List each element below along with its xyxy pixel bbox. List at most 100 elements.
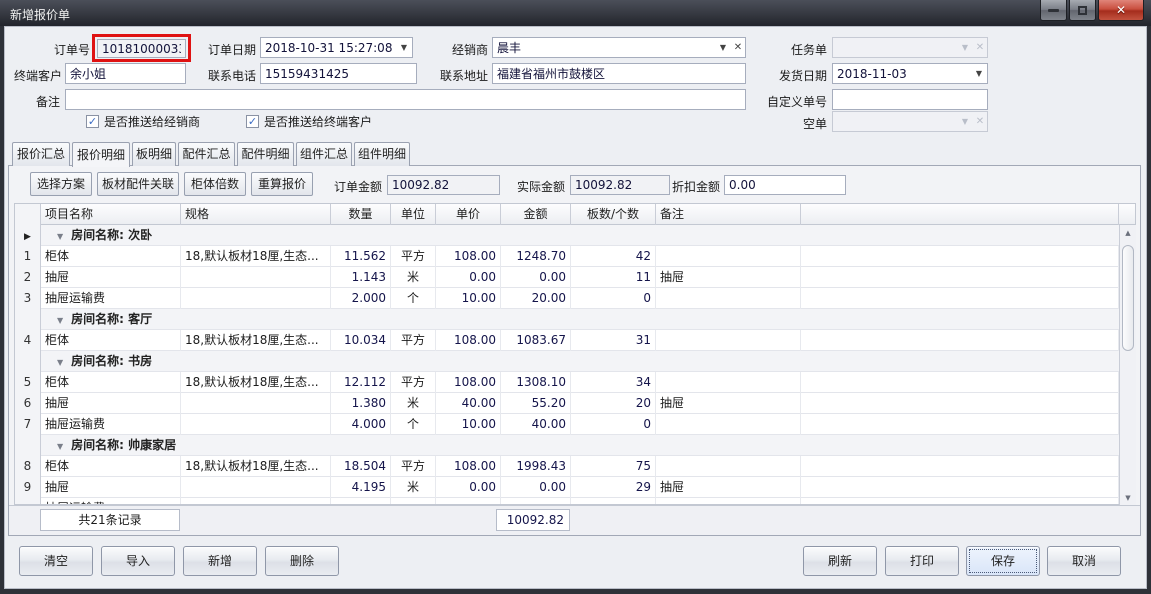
- cell-spec: 18,默认板材18厘,生态...: [181, 372, 331, 393]
- group-label-cell: ▼ 房间名称: 客厅: [41, 309, 1119, 330]
- cell-count: 11: [571, 267, 656, 288]
- col-spec[interactable]: 规格: [181, 204, 331, 225]
- tab-accessory-summary[interactable]: 配件汇总: [178, 142, 235, 166]
- collapse-icon[interactable]: ▼: [57, 316, 64, 325]
- tab-component-summary[interactable]: 组件汇总: [296, 142, 352, 166]
- ship-date-label: 发货日期: [778, 69, 827, 83]
- cell-amount: 1998.43: [501, 456, 571, 477]
- board-accessory-link-button[interactable]: 板材配件关联: [97, 172, 179, 196]
- col-amount[interactable]: 金额: [501, 204, 571, 225]
- table-row[interactable]: 抽屉运输费: [15, 498, 1135, 504]
- group-row[interactable]: ▶ ▼ 房间名称: 次卧: [15, 225, 1135, 246]
- chevron-down-icon[interactable]: ▼: [719, 43, 727, 52]
- table-row[interactable]: 1 柜体 18,默认板材18厘,生态... 11.562 平方 108.00 1…: [15, 246, 1135, 267]
- delete-button[interactable]: 删除: [265, 546, 339, 576]
- table-row[interactable]: 3 抽屉运输费 2.000 个 10.00 20.00 0: [15, 288, 1135, 309]
- contact-phone-input[interactable]: [260, 63, 417, 84]
- cell-spec: [181, 414, 331, 435]
- actual-amount-input[interactable]: [570, 175, 670, 195]
- table-row[interactable]: 2 抽屉 1.143 米 0.00 0.00 11 抽屉: [15, 267, 1135, 288]
- table-row[interactable]: 6 抽屉 1.380 米 40.00 55.20 20 抽屉: [15, 393, 1135, 414]
- end-customer-input[interactable]: [65, 63, 186, 84]
- row-indicator-cell: ▶: [15, 225, 41, 246]
- chevron-down-icon[interactable]: ▼: [975, 69, 983, 78]
- cancel-button[interactable]: 取消: [1047, 546, 1121, 576]
- group-row[interactable]: ▼ 房间名称: 客厅: [15, 309, 1135, 330]
- tab-quote-detail[interactable]: 报价明细: [72, 142, 130, 167]
- cell-filler: [801, 330, 1119, 351]
- row-number: 1: [15, 246, 41, 267]
- cell-item-name: 抽屉运输费: [41, 414, 181, 435]
- collapse-icon[interactable]: ▼: [57, 442, 64, 451]
- clear-icon[interactable]: ✕: [733, 42, 743, 53]
- record-count: 共21条记录: [40, 509, 180, 531]
- cell-amount: 20.00: [501, 288, 571, 309]
- scroll-up-icon[interactable]: ▲: [1125, 229, 1131, 237]
- custom-no-input[interactable]: [832, 89, 988, 110]
- refresh-button[interactable]: 刷新: [803, 546, 877, 576]
- clear-button[interactable]: 清空: [19, 546, 93, 576]
- cell-item-name: 抽屉运输费: [41, 288, 181, 309]
- table-row[interactable]: 5 柜体 18,默认板材18厘,生态... 12.112 平方 108.00 1…: [15, 372, 1135, 393]
- cell-price: 10.00: [436, 288, 501, 309]
- cell-filler: [801, 246, 1119, 267]
- scrollbar-thumb[interactable]: [1122, 245, 1134, 351]
- collapse-icon[interactable]: ▼: [57, 232, 64, 241]
- table-row[interactable]: 4 柜体 18,默认板材18厘,生态... 10.034 平方 108.00 1…: [15, 330, 1135, 351]
- collapse-icon[interactable]: ▼: [57, 358, 64, 367]
- row-number: 6: [15, 393, 41, 414]
- row-number: 8: [15, 456, 41, 477]
- remarks-input[interactable]: [65, 89, 746, 110]
- order-date-combo[interactable]: 2018-10-31 15:27:08 ▼: [260, 37, 413, 58]
- remarks-label: 备注: [35, 95, 60, 109]
- discount-amount-input[interactable]: [724, 175, 846, 195]
- tab-accessory-detail[interactable]: 配件明细: [237, 142, 294, 166]
- cell-spec: 18,默认板材18厘,生态...: [181, 246, 331, 267]
- minimize-button[interactable]: [1040, 0, 1067, 21]
- cell-filler: [801, 267, 1119, 288]
- col-item-name[interactable]: 项目名称: [41, 204, 181, 225]
- print-button[interactable]: 打印: [885, 546, 959, 576]
- cell-spec: [181, 267, 331, 288]
- cell-item-name: 抽屉: [41, 393, 181, 414]
- table-row[interactable]: 7 抽屉运输费 4.000 个 10.00 40.00 0: [15, 414, 1135, 435]
- window-title: 新增报价单: [10, 8, 71, 22]
- push-to-dealer-checkbox[interactable]: ✓ 是否推送给经销商: [86, 113, 200, 130]
- order-amount-input[interactable]: [387, 175, 500, 195]
- cell-amount: 55.20: [501, 393, 571, 414]
- quote-detail-grid: 项目名称 规格 数量 单位 单价 金额 板数/个数 备注 ▶ ▼ 房间名称: 次卧…: [14, 203, 1136, 506]
- col-price[interactable]: 单价: [436, 204, 501, 225]
- col-qty[interactable]: 数量: [331, 204, 391, 225]
- push-to-dealer-label: 是否推送给经销商: [104, 115, 201, 129]
- cabinet-multiple-button[interactable]: 柜体倍数: [184, 172, 246, 196]
- maximize-button[interactable]: [1069, 0, 1096, 21]
- col-count[interactable]: 板数/个数: [571, 204, 656, 225]
- cell-filler: [801, 288, 1119, 309]
- vertical-scrollbar[interactable]: ▲ ▼: [1119, 225, 1136, 506]
- tab-board-detail[interactable]: 板明细: [132, 142, 176, 166]
- tab-component-detail[interactable]: 组件明细: [354, 142, 410, 166]
- import-button[interactable]: 导入: [101, 546, 175, 576]
- close-button[interactable]: ✕: [1098, 0, 1144, 21]
- save-button[interactable]: 保存: [966, 546, 1040, 576]
- group-row[interactable]: ▼ 房间名称: 帅康家居: [15, 435, 1135, 456]
- push-to-customer-checkbox[interactable]: ✓ 是否推送给终端客户: [246, 113, 372, 130]
- table-row[interactable]: 8 柜体 18,默认板材18厘,生态... 18.504 平方 108.00 1…: [15, 456, 1135, 477]
- dealer-combo[interactable]: 晨丰 ▼ ✕: [492, 37, 746, 58]
- col-remark[interactable]: 备注: [656, 204, 801, 225]
- table-row[interactable]: 9 抽屉 4.195 米 0.00 0.00 29 抽屉: [15, 477, 1135, 498]
- select-plan-button[interactable]: 选择方案: [30, 172, 92, 196]
- add-button[interactable]: 新增: [183, 546, 257, 576]
- chevron-down-icon[interactable]: ▼: [400, 43, 408, 52]
- scroll-down-icon[interactable]: ▼: [1125, 494, 1131, 502]
- group-row[interactable]: ▼ 房间名称: 书房: [15, 351, 1135, 372]
- col-unit[interactable]: 单位: [391, 204, 436, 225]
- cell-filler: [801, 456, 1119, 477]
- contact-address-input[interactable]: [492, 63, 746, 84]
- ship-date-combo[interactable]: 2018-11-03 ▼: [832, 63, 988, 84]
- tab-quote-summary[interactable]: 报价汇总: [12, 142, 70, 166]
- row-indicator-cell: [15, 309, 41, 330]
- cell-item-name: 柜体: [41, 372, 181, 393]
- recalc-quote-button[interactable]: 重算报价: [251, 172, 313, 196]
- order-no-input[interactable]: [97, 39, 186, 58]
